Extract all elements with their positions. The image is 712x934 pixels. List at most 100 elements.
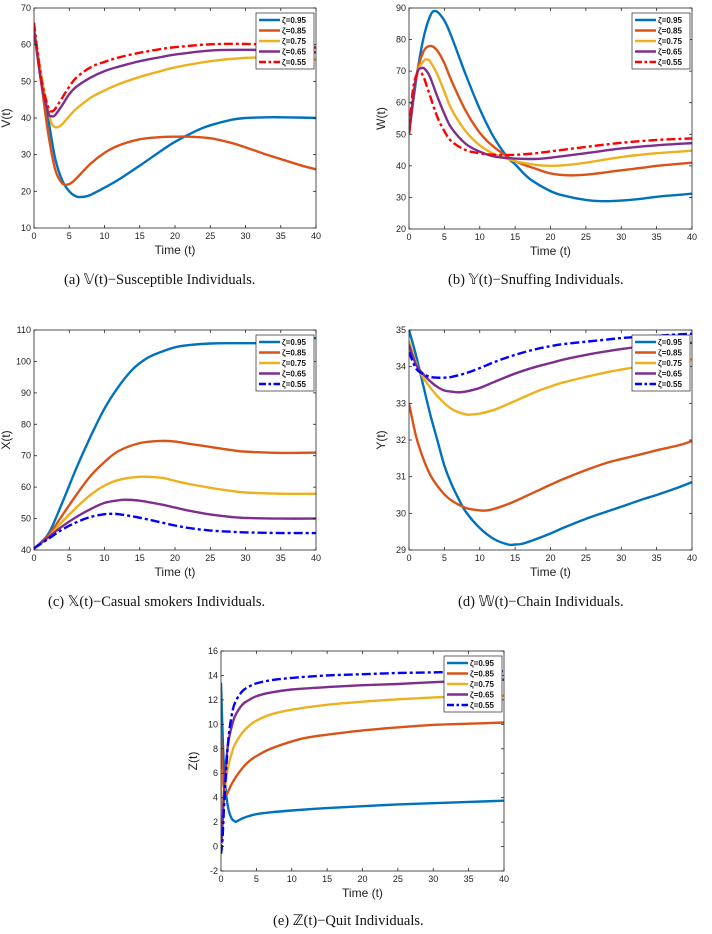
legend-label: ζ=0.85	[470, 670, 494, 679]
x-tick-label: 30	[616, 553, 626, 563]
x-tick-label: 25	[205, 231, 215, 241]
series-group	[409, 9, 693, 203]
chart-panel-a: 0 5 10 15 20 25 30 35 40 10 20 30 40 50 60 70 Time (t) V(…	[0, 0, 340, 300]
y-tick-label: 29	[396, 545, 406, 555]
y-tick-label: 6	[213, 768, 218, 778]
y-tick-label: -2	[210, 866, 218, 876]
x-tick-label: 30	[428, 874, 438, 884]
legend-label: ζ=0.95	[658, 338, 682, 347]
x-tick-label: 15	[322, 874, 332, 884]
y-tick-label: 40	[21, 113, 31, 123]
x-tick-label: 40	[687, 232, 697, 242]
y-axis-label: W(t)	[374, 107, 388, 130]
y-tick-label: 35	[396, 325, 406, 335]
y-tick-label: 50	[21, 76, 31, 86]
x-tick-label: 0	[406, 553, 411, 563]
y-tick-label: 32	[396, 435, 406, 445]
legend-label: ζ=0.85	[658, 349, 682, 358]
legend-label: ζ=0.55	[282, 58, 306, 67]
y-tick-label: 70	[396, 66, 406, 76]
y-tick-label: 4	[213, 793, 218, 803]
chart-panel-e: 0 5 10 15 20 25 30 35 40 -2 0 2 4 6 8 10 12 14 16 Time (t) Z…	[186, 643, 520, 934]
series-line-zeta-0.55	[34, 22, 317, 113]
x-tick-label: 0	[31, 231, 36, 241]
y-tick-label: 40	[21, 545, 31, 555]
caption-b: (b) 𝕐(t)−Snuffing Individuals.	[448, 272, 624, 288]
y-tick-label: 70	[21, 451, 31, 461]
x-tick-label: 40	[687, 553, 697, 563]
chart-a-svg: 0 5 10 15 20 25 30 35 40 10 20 30 40 50 60 70 Time (t) V(…	[0, 3, 321, 257]
y-tick-label: 20	[21, 186, 31, 196]
caption-a: (a) 𝕍(t)−Susceptible Individuals.	[64, 272, 256, 288]
y-tick-label: 70	[21, 3, 31, 13]
legend-label: ζ=0.55	[470, 701, 494, 710]
y-tick-label: 60	[396, 98, 406, 108]
chart-d-svg: 0 5 10 15 20 25 30 35 40 29 30 31 32 33 34 35 Time (t) Y(…	[374, 325, 697, 579]
x-tick-label: 5	[442, 553, 447, 563]
x-tick-label: 5	[67, 231, 72, 241]
x-tick-label: 35	[276, 231, 286, 241]
x-tick-label: 10	[475, 553, 485, 563]
y-tick-label: 50	[396, 129, 406, 139]
series-line-zeta-0.85	[34, 29, 317, 187]
y-tick-label: 90	[21, 388, 31, 398]
series-line-zeta-0.95	[221, 682, 505, 824]
series-line-zeta-0.85	[409, 403, 693, 512]
legend-label: ζ=0.55	[282, 380, 306, 389]
legend-label: ζ=0.75	[658, 359, 682, 368]
chart-b-svg: 0 5 10 15 20 25 30 35 40 20 30 40 50 60 70 80 90 Time (t)…	[374, 3, 697, 258]
y-tick-label: 14	[208, 670, 218, 680]
series-group	[34, 22, 317, 199]
legend-label: ζ=0.95	[470, 659, 494, 668]
y-axis-label: V(t)	[0, 108, 13, 127]
x-tick-label: 10	[287, 874, 297, 884]
x-tick-label: 5	[254, 874, 259, 884]
x-tick-label: 0	[218, 874, 223, 884]
y-tick-label: 30	[21, 150, 31, 160]
series-line-zeta-0.65	[409, 341, 693, 394]
x-tick-label: 20	[170, 553, 180, 563]
y-tick-label: 33	[396, 398, 406, 408]
legend-label: ζ=0.95	[282, 338, 306, 347]
y-tick-label: 10	[21, 223, 31, 233]
x-tick-label: 5	[67, 553, 72, 563]
series-line-zeta-0.55	[409, 71, 693, 157]
series-line-zeta-0.95	[409, 9, 693, 203]
legend-label: ζ=0.65	[658, 48, 682, 57]
series-line-zeta-0.75	[34, 475, 317, 550]
y-tick-label: 60	[21, 482, 31, 492]
chart-panel-c: 0 5 10 15 20 25 30 35 40 40 50 60 70 80 90 100 110 Time (…	[0, 322, 340, 622]
series-line-zeta-0.65	[34, 29, 317, 118]
x-tick-label: 40	[311, 553, 321, 563]
legend-label: ζ=0.75	[282, 359, 306, 368]
series-group	[34, 336, 317, 550]
y-tick-label: 0	[213, 842, 218, 852]
legend-label: ζ=0.95	[282, 16, 306, 25]
series-line-zeta-0.95	[34, 336, 317, 550]
series-line-zeta-0.55	[221, 669, 505, 855]
y-tick-label: 2	[213, 817, 218, 827]
x-tick-label: 20	[357, 874, 367, 884]
x-tick-label: 25	[581, 553, 591, 563]
caption-c: (c) 𝕏(t)−Casual smokers Individuals.	[48, 594, 266, 610]
x-tick-label: 20	[545, 232, 555, 242]
caption-e: (e) ℤ(t)−Quit Individuals.	[273, 913, 424, 929]
legend-label: ζ=0.85	[282, 349, 306, 358]
legend: ζ=0.95 ζ=0.85ζ=0.75 ζ=0.65ζ=0.55	[631, 12, 691, 70]
x-tick-label: 30	[240, 553, 250, 563]
chart-panel-b: 0 5 10 15 20 25 30 35 40 20 30 40 50 60 70 80 90 Time (t)…	[370, 0, 712, 300]
x-tick-label: 35	[276, 553, 286, 563]
legend-label: ζ=0.55	[658, 58, 682, 67]
x-tick-label: 35	[652, 553, 662, 563]
y-axis-label: X(t)	[0, 430, 13, 449]
legend-label: ζ=0.65	[282, 48, 306, 57]
y-tick-label: 31	[396, 472, 406, 482]
y-tick-label: 50	[21, 514, 31, 524]
x-tick-label: 10	[99, 553, 109, 563]
series-line-zeta-0.95	[409, 329, 693, 547]
series-line-zeta-0.65	[409, 66, 693, 161]
x-tick-label: 0	[406, 232, 411, 242]
legend-label: ζ=0.65	[658, 370, 682, 379]
x-tick-label: 15	[510, 232, 520, 242]
